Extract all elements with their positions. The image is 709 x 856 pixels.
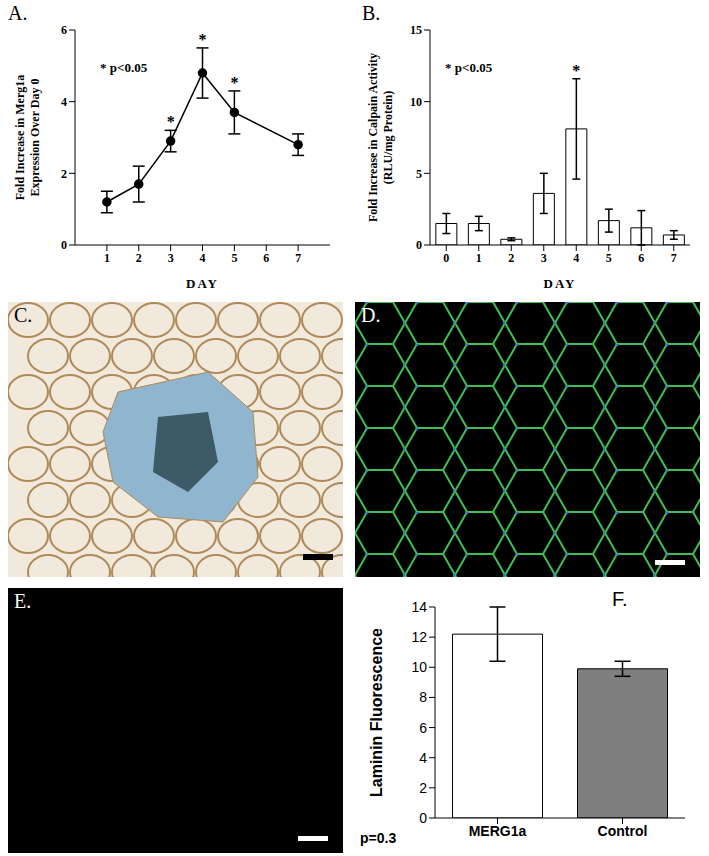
svg-text:5: 5: [231, 251, 237, 265]
svg-text:4: 4: [573, 251, 579, 265]
html-text:* p<0.05: * p<0.05: [445, 60, 493, 75]
svg-text:MERG1a: MERG1a: [469, 823, 527, 839]
svg-text:Fold Increase in Calpain Activ: Fold Increase in Calpain Activity(RLU/mg…: [366, 53, 395, 222]
svg-text:4: 4: [200, 251, 206, 265]
svg-text:*: *: [167, 113, 175, 130]
html-text:C.: C.: [14, 304, 33, 326]
svg-text:*: *: [572, 62, 580, 79]
svg-text:2: 2: [136, 251, 142, 265]
svg-text:0: 0: [419, 810, 427, 826]
svg-text:Laminin Fluorescence: Laminin Fluorescence: [368, 628, 385, 797]
svg-text:6: 6: [263, 251, 269, 265]
svg-text:15: 15: [410, 23, 422, 37]
svg-text:DAY: DAY: [544, 276, 577, 291]
svg-text:10: 10: [411, 659, 427, 675]
svg-text:3: 3: [541, 251, 547, 265]
svg-text:10: 10: [410, 95, 422, 109]
svg-text:*: *: [230, 74, 238, 91]
svg-text:8: 8: [419, 689, 427, 705]
html-text:D.: D.: [361, 304, 381, 326]
svg-text:5: 5: [606, 251, 612, 265]
svg-text:6: 6: [419, 720, 427, 736]
svg-text:2: 2: [419, 780, 427, 796]
html-text:B.: B.: [362, 2, 381, 24]
svg-text:2: 2: [61, 167, 67, 181]
svg-text:1: 1: [104, 251, 110, 265]
svg-text:7: 7: [671, 251, 677, 265]
html-text:* p<0.05: * p<0.05: [100, 60, 148, 75]
svg-text:Fold Increase in Merg1aExpress: Fold Increase in Merg1aExpression Over D…: [13, 75, 42, 200]
svg-text:6: 6: [638, 251, 644, 265]
html-text:E.: E.: [14, 590, 32, 612]
svg-text:0: 0: [61, 238, 67, 252]
svg-text:5: 5: [416, 167, 422, 181]
svg-text:*: *: [199, 31, 207, 48]
svg-text:4: 4: [419, 750, 427, 766]
svg-text:0: 0: [443, 251, 449, 265]
svg-text:12: 12: [411, 629, 427, 645]
svg-text:7: 7: [295, 251, 301, 265]
svg-text:DAY: DAY: [186, 276, 219, 291]
svg-text:1: 1: [476, 251, 482, 265]
svg-text:14: 14: [411, 599, 427, 615]
svg-text:Control: Control: [598, 823, 648, 839]
html-text:p=0.3: p=0.3: [360, 830, 397, 846]
html-text:F.: F.: [612, 588, 628, 610]
svg-text:3: 3: [168, 251, 174, 265]
html-text:A.: A.: [8, 2, 28, 24]
svg-text:2: 2: [508, 251, 514, 265]
svg-text:6: 6: [61, 23, 67, 37]
svg-text:4: 4: [61, 95, 67, 109]
svg-text:0: 0: [416, 238, 422, 252]
